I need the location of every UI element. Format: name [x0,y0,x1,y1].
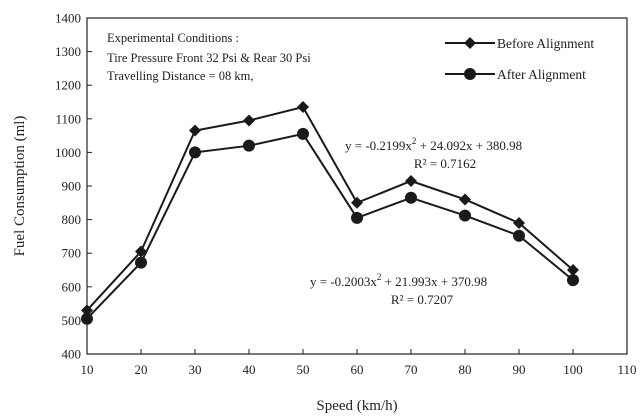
data-point-before [567,264,579,276]
r2-before: R² = 0.7162 [414,156,476,171]
y-axis-title: Fuel Consumption (ml) [12,116,28,257]
trendline-equation-before: y = -0.2199x2 + 24.092x + 380.98 R² = 0.… [345,136,522,171]
equation-before-prefix: y = -0.2199x [345,138,412,153]
data-point-before [405,174,417,187]
x-tick-label: 110 [617,362,636,377]
y-tick-label: 800 [62,212,82,227]
data-point-before [297,101,309,114]
data-point-after [189,146,201,159]
equation-before-suffix: + 24.092x + 380.98 [416,138,522,153]
conditions-distance: Travelling Distance = 08 km, [107,69,254,83]
equation-before-sup: 2 [412,136,417,146]
x-tick-label: 100 [563,362,583,377]
legend-diamond-marker [464,37,476,49]
y-tick-label: 1300 [55,44,81,59]
x-tick-label: 90 [513,362,526,377]
series-line-after [86,132,574,320]
y-tick-label: 600 [62,279,82,294]
y-tick-label: 400 [62,347,82,362]
data-point-after [567,274,579,287]
y-tick-label: 1400 [55,11,81,26]
data-point-before [459,193,471,206]
trendline-equation-after: y = -0.2003x2 + 21.993x + 370.98 R² = 0.… [310,272,487,307]
equation-after-prefix: y = -0.2003x [310,274,377,289]
series-line-before [86,105,574,311]
data-point-after [459,209,471,222]
data-point-before [243,114,255,127]
data-point-after [243,139,255,152]
conditions-note: Experimental Conditions : Tire Pressure … [107,31,311,83]
data-point-before [513,216,525,229]
data-point-before [351,196,363,209]
x-tick-label: 10 [81,362,94,377]
conditions-heading: Experimental Conditions : [107,31,239,45]
data-point-after [405,191,417,204]
y-tick-label: 700 [62,246,82,261]
x-axis-title: Speed (km/h) [316,398,397,414]
data-point-before [189,124,201,137]
data-point-before [81,304,93,317]
data-point-after [297,127,309,140]
y-tick-label: 1100 [55,111,81,126]
legend: Before Alignment After Alignment [445,36,594,82]
y-tick-label: 1000 [55,145,81,160]
x-tick-label: 70 [405,362,418,377]
equation-after: y = -0.2003x2 + 21.993x + 370.98 [310,272,487,289]
series-layer [81,101,579,325]
conditions-tire-pressure: Tire Pressure Front 32 Psi & Rear 30 Psi [107,51,311,65]
equation-after-suffix: + 21.993x + 370.98 [381,274,487,289]
legend-circle-marker [464,68,476,80]
data-point-after [135,256,147,269]
data-point-after [513,229,525,242]
x-tick-label: 80 [459,362,472,377]
x-tick-label: 20 [135,362,148,377]
data-point-after [81,312,93,325]
r2-after: R² = 0.7207 [391,292,454,307]
legend-label-after: After Alignment [497,67,586,82]
x-axis-ticks: 10 20 30 40 50 60 70 80 90 100 110 [81,349,637,377]
x-tick-label: 30 [189,362,202,377]
data-point-after [351,211,363,224]
equation-before: y = -0.2199x2 + 24.092x + 380.98 [345,136,522,153]
y-tick-label: 900 [62,179,82,194]
y-axis-ticks: 400 500 600 700 800 900 1000 1100 1200 1300 1400 [55,11,92,362]
x-tick-label: 60 [351,362,364,377]
equation-after-sup: 2 [377,272,382,282]
x-tick-label: 40 [243,362,256,377]
y-tick-label: 1200 [55,78,81,93]
y-tick-label: 500 [62,313,82,328]
legend-label-before: Before Alignment [497,36,594,51]
x-tick-label: 50 [297,362,310,377]
